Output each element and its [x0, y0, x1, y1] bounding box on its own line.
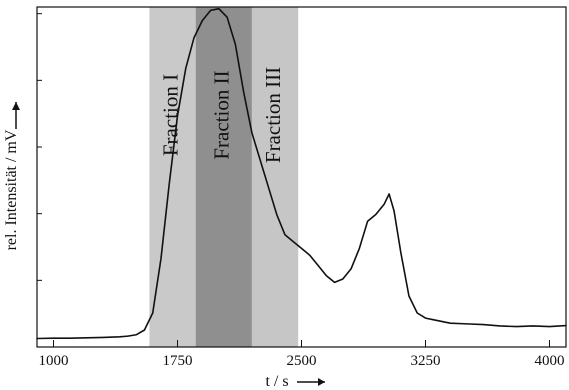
axes — [12, 6, 567, 386]
x-axis-tick-label: 1750 — [163, 353, 193, 369]
x-axis-label: t / s — [265, 373, 288, 390]
plot-area — [36, 7, 567, 340]
fraction-region-2 — [195, 7, 252, 347]
plot-frame — [36, 6, 567, 348]
x-axis-arrow-head — [318, 378, 325, 386]
intensity-series-line — [36, 7, 567, 340]
y-axis-label: rel. Intensität / mV — [3, 129, 20, 250]
fraction-label: Fraction III — [261, 67, 285, 163]
fraction-regions — [149, 7, 299, 347]
x-axis-tick-label: 4000 — [534, 353, 564, 369]
fraction-region-1 — [149, 7, 196, 347]
fraction-region-3 — [251, 7, 299, 347]
y-axis-arrow-head — [12, 102, 20, 110]
x-axis-tick-label: 3250 — [410, 353, 440, 369]
x-axis-tick-label: 1000 — [39, 353, 69, 369]
fraction-label: Fraction I — [158, 74, 182, 156]
x-axis-tick-label: 2500 — [287, 353, 317, 369]
fraction-label: Fraction II — [210, 70, 234, 159]
chart-text: Fraction I Fraction II Fraction III 1000 175… — [3, 67, 564, 390]
